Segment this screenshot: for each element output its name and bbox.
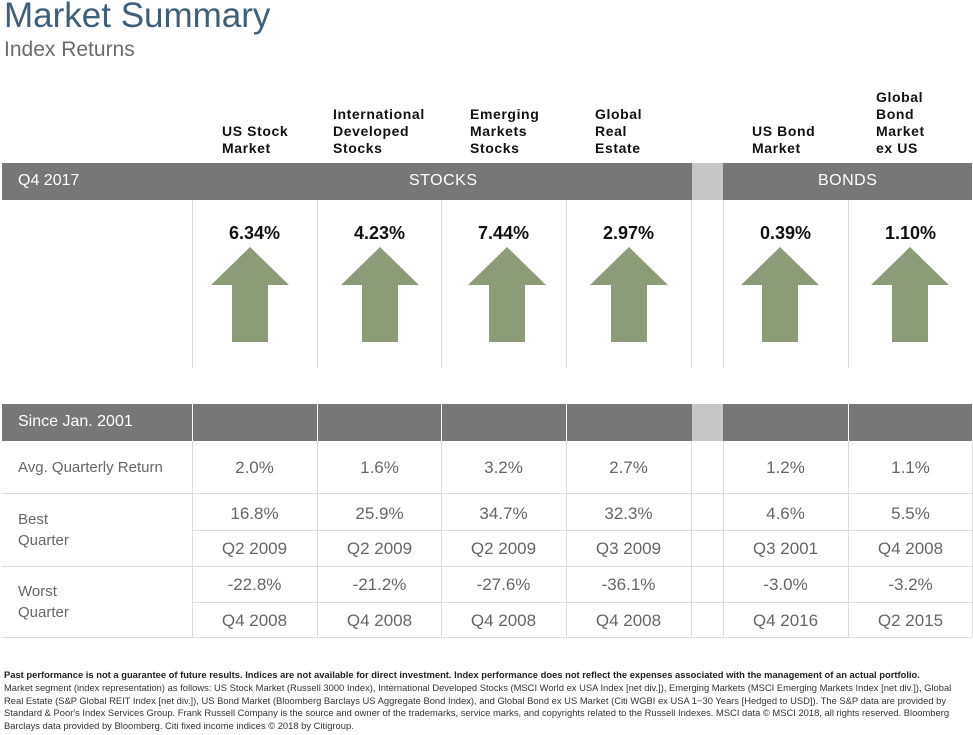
avg-emerging: 3.2%: [484, 458, 523, 477]
column-divider: [192, 200, 193, 368]
avg-intl-developed: 1.6%: [360, 458, 399, 477]
since-label: Since Jan. 2001: [18, 413, 133, 430]
worst-us-bond: -3.0%: [763, 575, 808, 594]
since-section-bar: [2, 404, 692, 441]
column-divider: [691, 200, 692, 368]
column-divider: [317, 441, 318, 637]
column-header-us-stock: US Stock Market: [222, 123, 289, 156]
column-divider: [441, 200, 442, 368]
worst-quarter-global-bond: Q2 2015: [877, 611, 944, 630]
up-arrow-icon: [741, 247, 819, 342]
best-global-real-estate: 32.3%: [604, 504, 653, 523]
bar-divider: [441, 404, 442, 441]
since-bonds-bar: [723, 404, 972, 441]
row-divider: [2, 566, 972, 567]
worst-quarter-us-stock: Q4 2008: [221, 611, 288, 630]
return-us-bond: 0.39%: [759, 223, 812, 243]
return-global-real-estate: 2.97%: [602, 223, 655, 243]
column-divider: [317, 200, 318, 368]
return-global-bond: 1.10%: [884, 223, 937, 243]
best-intl-developed: 25.9%: [355, 504, 404, 523]
page-subtitle: Index Returns: [4, 38, 135, 61]
column-header-us-bond: US Bond Market: [752, 123, 816, 156]
bar-divider: [317, 404, 318, 441]
up-arrow-icon: [211, 247, 289, 342]
best-quarter-intl-developed: Q2 2009: [346, 539, 413, 558]
row-divider: [2, 493, 972, 494]
best-quarter-global-real-estate: Q3 2009: [595, 539, 662, 558]
disclaimer: Past performance is not a guarantee of f…: [4, 669, 964, 733]
column-divider: [566, 441, 567, 637]
best-emerging: 34.7%: [479, 504, 528, 523]
row-divider: [192, 530, 972, 531]
page-title: Market Summary: [4, 0, 271, 35]
avg-us-stock: 2.0%: [235, 458, 274, 477]
bar-divider: [848, 404, 849, 441]
disclaimer-bold: Past performance is not a guarantee of f…: [4, 669, 920, 680]
column-divider: [848, 441, 849, 637]
section-gap: [692, 163, 723, 200]
column-divider: [848, 200, 849, 368]
disclaimer-body: Market segment (index representation) as…: [4, 681, 952, 732]
stocks-section-bar: [2, 163, 692, 200]
up-arrow-icon: [341, 247, 419, 342]
column-divider: [192, 441, 193, 637]
return-us-stock: 6.34%: [228, 223, 281, 243]
column-header-emerging: Emerging Markets Stocks: [470, 106, 540, 156]
column-divider: [691, 441, 692, 637]
worst-quarter-us-bond: Q4 2016: [752, 611, 819, 630]
avg-global-real-estate: 2.7%: [609, 458, 648, 477]
bar-divider: [192, 404, 193, 441]
worst-intl-developed: -21.2%: [352, 575, 407, 594]
row-divider: [2, 637, 972, 638]
best-quarter-emerging: Q2 2009: [470, 539, 537, 558]
column-divider: [566, 200, 567, 368]
best-global-bond: 5.5%: [891, 504, 930, 523]
bar-divider: [566, 404, 567, 441]
column-divider: [441, 441, 442, 637]
stocks-label: STOCKS: [409, 172, 478, 189]
worst-quarter-global-real-estate: Q4 2008: [595, 611, 662, 630]
return-intl-developed: 4.23%: [353, 223, 406, 243]
worst-global-bond: -3.2%: [888, 575, 933, 594]
worst-emerging: -27.6%: [476, 575, 531, 594]
best-quarter-global-bond: Q4 2008: [877, 539, 944, 558]
column-divider: [723, 200, 724, 368]
bonds-section-bar: [723, 163, 972, 200]
row-label-worst: Worst Quarter: [18, 583, 69, 621]
section-gap: [692, 404, 723, 441]
up-arrow-icon: [590, 247, 668, 342]
column-header-intl-developed: International Developed Stocks: [333, 106, 425, 156]
best-us-stock: 16.8%: [230, 504, 279, 523]
worst-global-real-estate: -36.1%: [601, 575, 656, 594]
up-arrow-icon: [468, 247, 546, 342]
period-label: Q4 2017: [18, 172, 80, 189]
avg-us-bond: 1.2%: [766, 458, 805, 477]
best-us-bond: 4.6%: [766, 504, 805, 523]
column-header-global-real-estate: Global Real Estate: [595, 106, 643, 156]
worst-quarter-intl-developed: Q4 2008: [346, 611, 413, 630]
return-emerging: 7.44%: [477, 223, 530, 243]
column-divider: [723, 441, 724, 637]
up-arrow-icon: [871, 247, 949, 342]
worst-us-stock: -22.8%: [227, 575, 282, 594]
column-header-global-bond: Global Bond Market ex US: [876, 89, 925, 156]
row-label-avg: Avg. Quarterly Return: [18, 459, 163, 476]
row-label-best: Best Quarter: [18, 511, 69, 549]
bonds-label: BONDS: [818, 172, 878, 189]
best-quarter-us-stock: Q2 2009: [221, 539, 288, 558]
worst-quarter-emerging: Q4 2008: [470, 611, 537, 630]
best-quarter-us-bond: Q3 2001: [752, 539, 819, 558]
avg-global-bond: 1.1%: [891, 458, 930, 477]
row-divider: [192, 602, 972, 603]
